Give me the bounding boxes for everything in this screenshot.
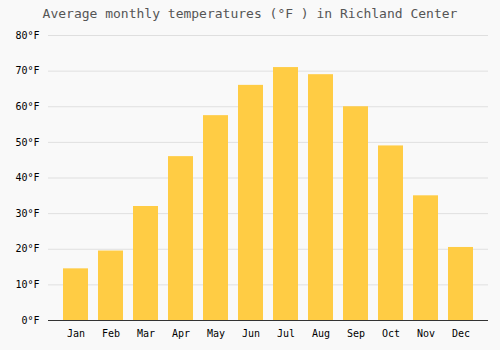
svg-text:Jul: Jul (277, 328, 295, 339)
html-text:Average monthly temperatures (: Average monthly temperatures (°F ) in Ri… (42, 6, 458, 21)
svg-text:Apr: Apr (172, 328, 190, 339)
svg-text:Aug: Aug (312, 328, 330, 339)
svg-text:Mar: Mar (137, 328, 155, 339)
svg-text:50°F: 50°F (15, 137, 39, 148)
svg-text:60°F: 60°F (15, 101, 39, 112)
svg-text:20°F: 20°F (15, 243, 39, 254)
svg-text:Nov: Nov (417, 328, 435, 339)
svg-text:Jan: Jan (67, 328, 85, 339)
svg-text:Sep: Sep (347, 328, 365, 339)
svg-text:May: May (207, 328, 225, 339)
svg-text:Jun: Jun (242, 328, 260, 339)
svg-text:Dec: Dec (452, 328, 470, 339)
svg-text:70°F: 70°F (15, 65, 39, 76)
svg-text:Feb: Feb (102, 328, 120, 339)
svg-text:Oct: Oct (382, 328, 400, 339)
svg-text:10°F: 10°F (15, 279, 39, 290)
svg-text:30°F: 30°F (15, 208, 39, 219)
svg-text:0°F: 0°F (21, 315, 39, 326)
svg-text:40°F: 40°F (15, 172, 39, 183)
svg-text:80°F: 80°F (15, 30, 39, 41)
